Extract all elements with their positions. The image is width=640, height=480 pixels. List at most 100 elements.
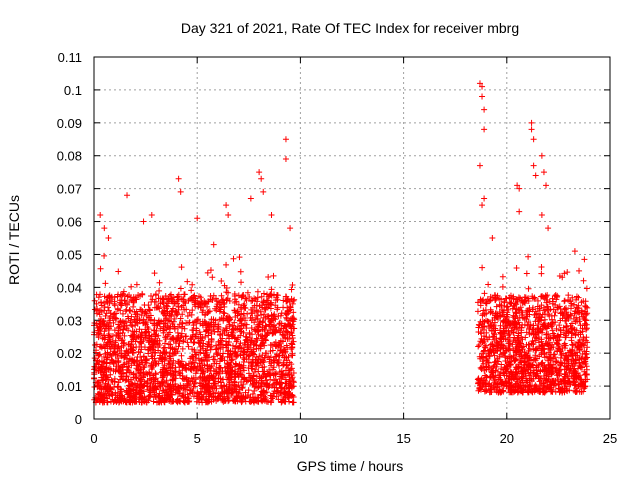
data-point — [124, 192, 131, 199]
data-point — [270, 381, 277, 388]
data-point — [500, 369, 507, 376]
data-point — [155, 332, 162, 339]
data-point — [261, 326, 268, 333]
data-point — [561, 342, 568, 349]
data-point — [156, 287, 163, 294]
data-point — [543, 331, 550, 338]
data-point — [192, 352, 199, 359]
data-point — [95, 380, 102, 387]
data-point — [556, 389, 563, 396]
data-point — [101, 252, 108, 259]
data-point — [218, 292, 225, 299]
data-point — [541, 316, 548, 323]
data-point — [533, 384, 540, 391]
data-point — [175, 175, 182, 182]
data-point — [162, 292, 169, 299]
data-point — [205, 298, 212, 305]
data-point — [513, 344, 520, 351]
data-point — [243, 336, 250, 343]
data-point — [494, 348, 501, 355]
data-point — [491, 377, 498, 384]
data-point — [242, 398, 249, 405]
data-point — [514, 376, 521, 383]
data-point — [240, 393, 247, 400]
data-point — [530, 322, 537, 329]
data-point — [544, 303, 551, 310]
data-point — [98, 302, 105, 309]
data-point — [270, 329, 277, 336]
y-tick-label: 0.1 — [64, 83, 82, 98]
data-point — [181, 306, 188, 313]
data-point — [526, 345, 533, 352]
data-point — [226, 323, 233, 330]
data-point — [479, 93, 486, 100]
data-point — [120, 288, 127, 295]
data-point — [552, 358, 559, 365]
data-point — [171, 325, 178, 332]
data-point — [284, 295, 291, 302]
data-point — [269, 330, 276, 337]
data-point — [576, 346, 583, 353]
data-point — [206, 398, 213, 405]
data-point — [530, 346, 537, 353]
data-point — [177, 370, 184, 377]
data-point — [140, 316, 147, 323]
data-point — [95, 309, 102, 316]
data-point — [570, 374, 577, 381]
data-point — [493, 358, 500, 365]
data-point — [283, 315, 290, 322]
data-point — [513, 310, 520, 317]
data-point — [101, 353, 107, 360]
data-point — [161, 362, 168, 369]
data-point — [290, 338, 297, 345]
data-point — [231, 319, 238, 326]
data-point — [262, 389, 269, 396]
data-point — [272, 371, 279, 378]
data-point — [516, 185, 523, 192]
data-point — [243, 351, 250, 358]
data-point — [114, 345, 121, 352]
data-point — [94, 325, 101, 332]
data-point — [517, 385, 524, 392]
data-point — [185, 343, 192, 350]
data-point — [520, 343, 527, 350]
data-point — [216, 316, 223, 323]
data-point — [289, 392, 296, 399]
data-point — [280, 325, 287, 332]
data-point — [503, 382, 510, 389]
data-point — [553, 358, 560, 365]
data-point — [519, 353, 526, 360]
data-point — [191, 363, 198, 370]
data-point — [476, 342, 483, 349]
data-point — [207, 368, 214, 375]
data-point — [275, 396, 282, 403]
data-point — [230, 326, 237, 333]
data-point — [190, 327, 197, 334]
data-point — [119, 292, 126, 299]
data-point — [175, 390, 182, 397]
data-point — [517, 339, 524, 346]
data-point — [111, 314, 118, 321]
data-point — [547, 346, 554, 353]
data-point — [170, 376, 177, 383]
data-point — [557, 361, 564, 368]
data-point — [288, 329, 295, 336]
data-point — [248, 298, 255, 305]
data-point — [547, 306, 554, 313]
data-point — [544, 292, 551, 299]
data-point — [138, 340, 145, 347]
data-point — [172, 381, 179, 388]
data-point — [252, 338, 259, 345]
data-point — [186, 309, 193, 316]
data-point — [181, 325, 188, 332]
data-point — [180, 337, 187, 344]
data-point — [575, 302, 582, 309]
data-point — [150, 380, 157, 387]
data-point — [225, 374, 232, 381]
data-point — [193, 325, 200, 332]
data-point — [104, 298, 111, 305]
data-point — [150, 386, 157, 393]
data-point — [252, 366, 259, 373]
data-point — [141, 378, 148, 385]
data-point — [550, 378, 557, 385]
